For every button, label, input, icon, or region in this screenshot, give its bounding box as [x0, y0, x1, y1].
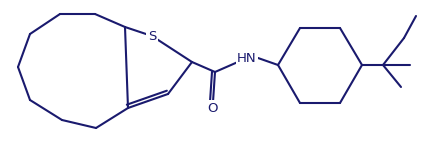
Text: HN: HN — [237, 51, 257, 64]
Text: O: O — [208, 102, 218, 115]
Text: S: S — [148, 29, 156, 42]
